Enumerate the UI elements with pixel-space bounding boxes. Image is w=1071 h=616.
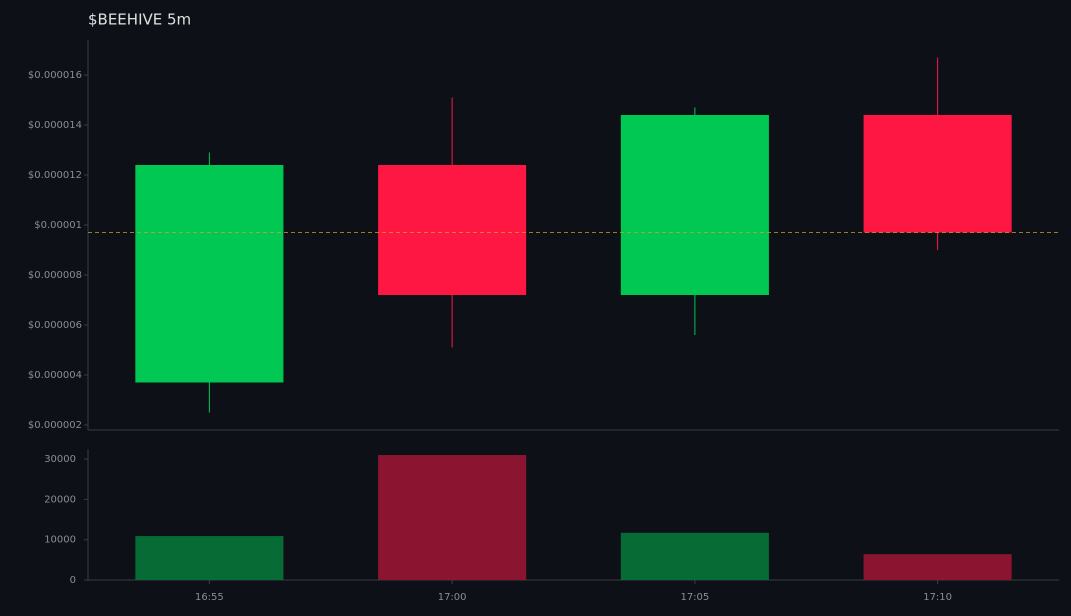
volume-bar [378, 455, 527, 580]
volume-bar [135, 536, 284, 580]
y-tick-label: $0.000012 [28, 170, 82, 181]
volume-y-tick-label: 10000 [44, 535, 76, 546]
volume-y-tick-label: 30000 [44, 454, 76, 465]
volume-bar [863, 554, 1012, 580]
candle-body [378, 165, 527, 295]
volume-y-tick-label: 20000 [44, 494, 76, 505]
candle-body [135, 165, 284, 383]
candle-body [863, 115, 1012, 233]
volume-y-tick-label: 0 [70, 575, 76, 586]
y-tick-label: $0.000014 [28, 120, 82, 131]
y-tick-label: $0.000006 [28, 320, 82, 331]
y-tick-label: $0.000002 [28, 420, 82, 431]
y-tick-label: $0.000008 [28, 270, 82, 281]
x-tick-label: 17:00 [438, 592, 467, 603]
chart-title: $BEEHIVE 5m [88, 11, 191, 29]
x-tick-label: 16:55 [195, 592, 224, 603]
y-tick-label: $0.00001 [34, 220, 82, 231]
candle-body [620, 115, 769, 295]
y-tick-label: $0.000004 [28, 370, 82, 381]
y-tick-label: $0.000016 [28, 70, 82, 81]
volume-bar [620, 532, 769, 580]
x-tick-label: 17:05 [680, 592, 709, 603]
x-tick-label: 17:10 [923, 592, 952, 603]
